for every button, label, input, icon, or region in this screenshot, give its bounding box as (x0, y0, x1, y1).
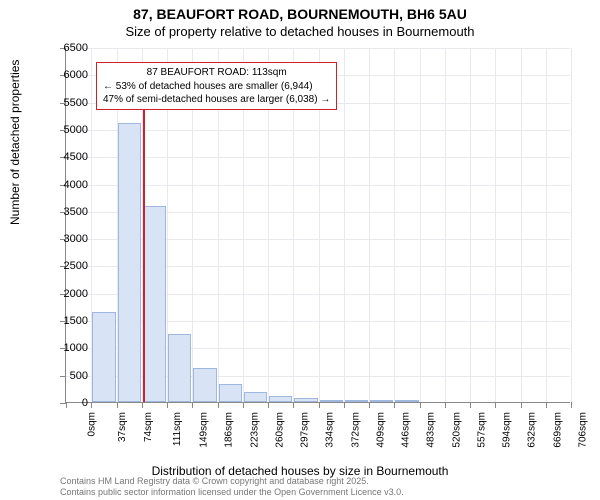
x-tick-label: 446sqm (401, 412, 412, 448)
x-tick-label: 669sqm (552, 412, 563, 448)
x-tick-label: 372sqm (350, 412, 361, 448)
x-tick-label: 706sqm (577, 412, 588, 448)
x-tick (91, 402, 92, 408)
x-tick (268, 402, 269, 408)
gridline-v (470, 48, 471, 402)
x-tick (319, 402, 320, 408)
x-tick (243, 402, 244, 408)
y-tick-label: 4000 (38, 179, 88, 191)
x-tick-label: 223sqm (249, 412, 260, 448)
chart-title-line2: Size of property relative to detached ho… (0, 22, 600, 39)
x-tick (142, 402, 143, 408)
x-tick-label: 186sqm (224, 412, 235, 448)
x-tick (344, 402, 345, 408)
histogram-bar (320, 400, 343, 402)
x-tick-label: 260sqm (274, 412, 285, 448)
histogram-bar (219, 384, 242, 402)
annotation-line2: 47% of semi-detached houses are larger (… (103, 93, 330, 106)
chart-title-line1: 87, BEAUFORT ROAD, BOURNEMOUTH, BH6 5AU (0, 0, 600, 22)
histogram-bar (244, 392, 267, 402)
y-tick-label: 3500 (38, 206, 88, 218)
histogram-bar (193, 368, 216, 402)
footnote: Contains HM Land Registry data © Crown c… (60, 476, 404, 498)
gridline-v (420, 48, 421, 402)
y-tick-label: 2000 (38, 288, 88, 300)
gridline-v (495, 48, 496, 402)
plot-area: 87 BEAUFORT ROAD: 113sqm← 53% of detache… (65, 48, 570, 403)
histogram-bar (370, 400, 393, 402)
annotation-title: 87 BEAUFORT ROAD: 113sqm (103, 66, 330, 79)
gridline-v (394, 48, 395, 402)
x-tick (117, 402, 118, 408)
y-tick-label: 6500 (38, 42, 88, 54)
x-tick (192, 402, 193, 408)
annotation-line1: ← 53% of detached houses are smaller (6,… (103, 80, 330, 93)
histogram-bar (143, 206, 166, 402)
y-tick-label: 500 (38, 370, 88, 382)
histogram-bar (168, 334, 191, 402)
x-tick (420, 402, 421, 408)
x-tick-label: 409sqm (375, 412, 386, 448)
x-tick-label: 297sqm (300, 412, 311, 448)
gridline-v (571, 48, 572, 402)
x-tick-label: 483sqm (426, 412, 437, 448)
histogram-bar (395, 400, 418, 402)
histogram-bar (294, 398, 317, 402)
x-tick-label: 632sqm (527, 412, 538, 448)
x-tick-label: 37sqm (117, 412, 128, 442)
gridline-v (521, 48, 522, 402)
gridline-v (546, 48, 547, 402)
x-tick (546, 402, 547, 408)
annotation-box: 87 BEAUFORT ROAD: 113sqm← 53% of detache… (96, 62, 337, 110)
x-tick (495, 402, 496, 408)
footnote-line2: Contains public sector information licen… (60, 487, 404, 498)
histogram-bar (269, 396, 292, 402)
x-tick (571, 402, 572, 408)
footnote-line1: Contains HM Land Registry data © Crown c… (60, 476, 404, 487)
y-tick-label: 4500 (38, 151, 88, 163)
x-tick (167, 402, 168, 408)
marker-line (143, 97, 145, 402)
x-tick-label: 557sqm (476, 412, 487, 448)
x-tick (470, 402, 471, 408)
x-tick (369, 402, 370, 408)
x-tick-label: 334sqm (325, 412, 336, 448)
x-tick-label: 111sqm (172, 412, 183, 446)
histogram-bar (92, 312, 115, 402)
x-tick (394, 402, 395, 408)
y-tick-label: 2500 (38, 260, 88, 272)
gridline-v (369, 48, 370, 402)
histogram-bar (118, 123, 141, 402)
y-tick-label: 3000 (38, 233, 88, 245)
x-tick-label: 594sqm (502, 412, 513, 448)
chart-container: 87, BEAUFORT ROAD, BOURNEMOUTH, BH6 5AU … (0, 0, 600, 500)
y-axis-title: Number of detached properties (8, 60, 22, 225)
y-tick-label: 0 (38, 397, 88, 409)
x-tick-label: 520sqm (451, 412, 462, 448)
y-tick-label: 6000 (38, 69, 88, 81)
x-tick (521, 402, 522, 408)
y-tick-label: 1500 (38, 315, 88, 327)
x-tick (445, 402, 446, 408)
y-tick-label: 5500 (38, 97, 88, 109)
y-tick-label: 5000 (38, 124, 88, 136)
x-tick-label: 149sqm (199, 412, 210, 448)
gridline-v (445, 48, 446, 402)
x-tick-label: 74sqm (143, 412, 154, 442)
x-tick-label: 0sqm (86, 412, 97, 436)
gridline-v (344, 48, 345, 402)
histogram-bar (345, 400, 368, 402)
x-tick (218, 402, 219, 408)
x-tick (293, 402, 294, 408)
y-tick-label: 1000 (38, 342, 88, 354)
